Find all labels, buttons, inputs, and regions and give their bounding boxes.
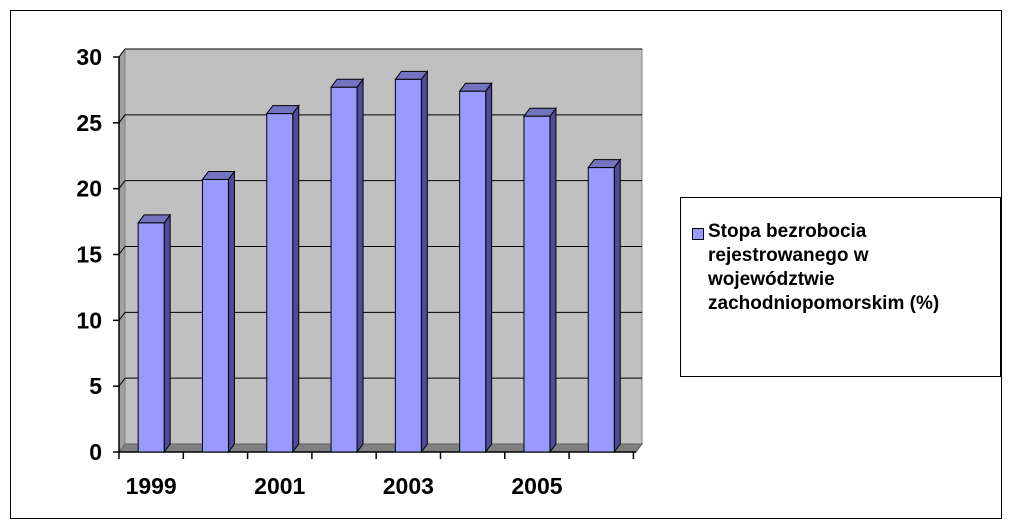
bar-top [201, 170, 236, 180]
bar-top [265, 105, 300, 115]
bar-side [613, 158, 621, 454]
bar-top [587, 159, 622, 169]
plot-floor [118, 443, 643, 453]
bar [330, 86, 358, 453]
bar-top [458, 82, 493, 92]
x-tick-label: 2005 [511, 473, 562, 499]
gridline-side [118, 180, 126, 189]
gridline-side [118, 114, 126, 124]
legend: Stopa bezrobocia rejestrowanego w wojewó… [680, 197, 1001, 377]
bar-top [394, 70, 429, 80]
x-tick-label: 1999 [126, 473, 177, 499]
bar-top [330, 78, 365, 88]
bar-side [163, 213, 171, 454]
bar-top [137, 214, 172, 224]
bar [137, 222, 165, 453]
y-tick-label: 10 [76, 307, 102, 333]
x-tick-label: 2003 [383, 473, 434, 499]
bar-top [522, 107, 557, 117]
y-tick-label: 15 [76, 242, 102, 268]
gridline-side [118, 48, 126, 58]
bar-side [485, 81, 493, 454]
bar [394, 78, 422, 453]
x-tick-label: 2001 [254, 473, 305, 499]
bar [459, 90, 487, 453]
bar-side [292, 104, 300, 454]
bar-side [356, 77, 364, 454]
y-tick-label: 5 [89, 373, 102, 399]
bar [523, 115, 551, 453]
bar-side [227, 169, 235, 454]
y-tick-label: 0 [89, 439, 102, 465]
bar [201, 178, 229, 453]
bar [266, 113, 294, 453]
bar [587, 167, 615, 453]
y-tick-label: 25 [76, 110, 102, 136]
y-tick-label: 30 [76, 44, 102, 70]
bar-side [420, 69, 428, 454]
gridline-side [118, 377, 126, 387]
gridline-side [118, 246, 126, 255]
bar-side [549, 106, 557, 454]
gridline-side [118, 312, 126, 321]
legend-label: Stopa bezrobocia rejestrowanego w wojewó… [708, 221, 940, 314]
y-tick-label: 20 [76, 176, 102, 202]
legend-swatch [692, 228, 704, 240]
